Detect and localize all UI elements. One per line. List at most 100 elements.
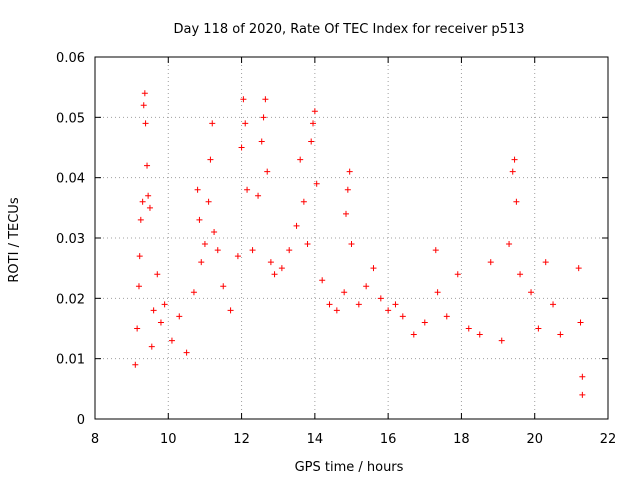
data-point (137, 216, 144, 223)
data-point (410, 331, 417, 338)
data-points (132, 90, 586, 398)
x-tick-label: 22 (600, 432, 617, 447)
data-point (194, 186, 201, 193)
data-point (278, 265, 285, 272)
data-point (377, 295, 384, 302)
data-point (509, 168, 516, 175)
data-point (421, 319, 428, 326)
data-point (207, 156, 214, 163)
data-point (198, 259, 205, 266)
data-point (220, 283, 227, 290)
data-point (249, 247, 256, 254)
data-point (262, 96, 269, 103)
data-point (432, 247, 439, 254)
data-point (392, 301, 399, 308)
data-point (346, 168, 353, 175)
x-tick-labels: 8 10 12 14 16 18 20 22 (91, 432, 616, 447)
data-point (506, 241, 513, 248)
data-point (240, 96, 247, 103)
data-point (238, 144, 245, 151)
grid-lines (94, 56, 609, 420)
data-point (227, 307, 234, 314)
data-point (242, 120, 249, 127)
data-point (370, 265, 377, 272)
y-axis-label: ROTI / TECUs (7, 197, 22, 282)
data-point (255, 192, 262, 199)
data-point (487, 259, 494, 266)
data-point (310, 120, 317, 127)
data-point (344, 186, 351, 193)
data-point (148, 343, 155, 350)
data-point (260, 114, 267, 121)
y-tick-label: 0.01 (56, 353, 85, 368)
data-point (326, 301, 333, 308)
data-point (132, 361, 139, 368)
data-point (498, 337, 505, 344)
chart-title: Day 118 of 2020, Rate Of TEC Index for r… (174, 22, 525, 37)
data-point (308, 138, 315, 145)
data-point (150, 307, 157, 314)
data-point (140, 102, 147, 109)
data-point (168, 337, 175, 344)
data-point (333, 307, 340, 314)
y-tick-label: 0 (77, 413, 85, 428)
data-point (286, 247, 293, 254)
x-tick-label: 18 (453, 432, 470, 447)
data-point (244, 186, 251, 193)
data-point (142, 120, 149, 127)
data-point (205, 198, 212, 205)
data-point (434, 289, 441, 296)
data-point (575, 265, 582, 272)
data-point (267, 259, 274, 266)
data-point (234, 253, 241, 260)
data-point (214, 247, 221, 254)
data-point (300, 198, 307, 205)
data-point (211, 228, 218, 235)
data-point (341, 289, 348, 296)
x-axis-label: GPS time / hours (295, 460, 404, 475)
data-point (313, 180, 320, 187)
data-point (144, 162, 151, 169)
data-point (304, 241, 311, 248)
x-tick-label: 20 (526, 432, 543, 447)
data-point (271, 271, 278, 278)
data-point (201, 241, 208, 248)
data-point (145, 192, 152, 199)
data-point (443, 313, 450, 320)
data-point (476, 331, 483, 338)
data-point (348, 241, 355, 248)
y-tick-label: 0.06 (56, 51, 85, 66)
data-point (511, 156, 518, 163)
data-point (343, 210, 350, 217)
data-point (513, 198, 520, 205)
data-point (454, 271, 461, 278)
data-point (146, 204, 153, 211)
data-point (399, 313, 406, 320)
y-tick-label: 0.05 (56, 111, 85, 126)
data-point (579, 373, 586, 380)
y-tick-label: 0.02 (56, 292, 85, 307)
y-tick-labels: 0 0.01 0.02 0.03 0.04 0.05 0.06 (56, 51, 85, 428)
x-tick-label: 10 (160, 432, 177, 447)
data-point (577, 319, 584, 326)
data-point (161, 301, 168, 308)
x-tick-label: 12 (233, 432, 250, 447)
data-point (542, 259, 549, 266)
y-tick-label: 0.03 (56, 232, 85, 247)
data-point (535, 325, 542, 332)
x-tick-label: 8 (91, 432, 99, 447)
data-point (517, 271, 524, 278)
data-point (319, 277, 326, 284)
data-point (579, 391, 586, 398)
data-point (176, 313, 183, 320)
tick-marks (94, 56, 609, 420)
data-point (183, 349, 190, 356)
data-point (190, 289, 197, 296)
data-point (311, 108, 318, 115)
data-point (141, 90, 148, 97)
data-point (385, 307, 392, 314)
data-point (528, 289, 535, 296)
data-point (139, 198, 146, 205)
data-point (134, 325, 141, 332)
